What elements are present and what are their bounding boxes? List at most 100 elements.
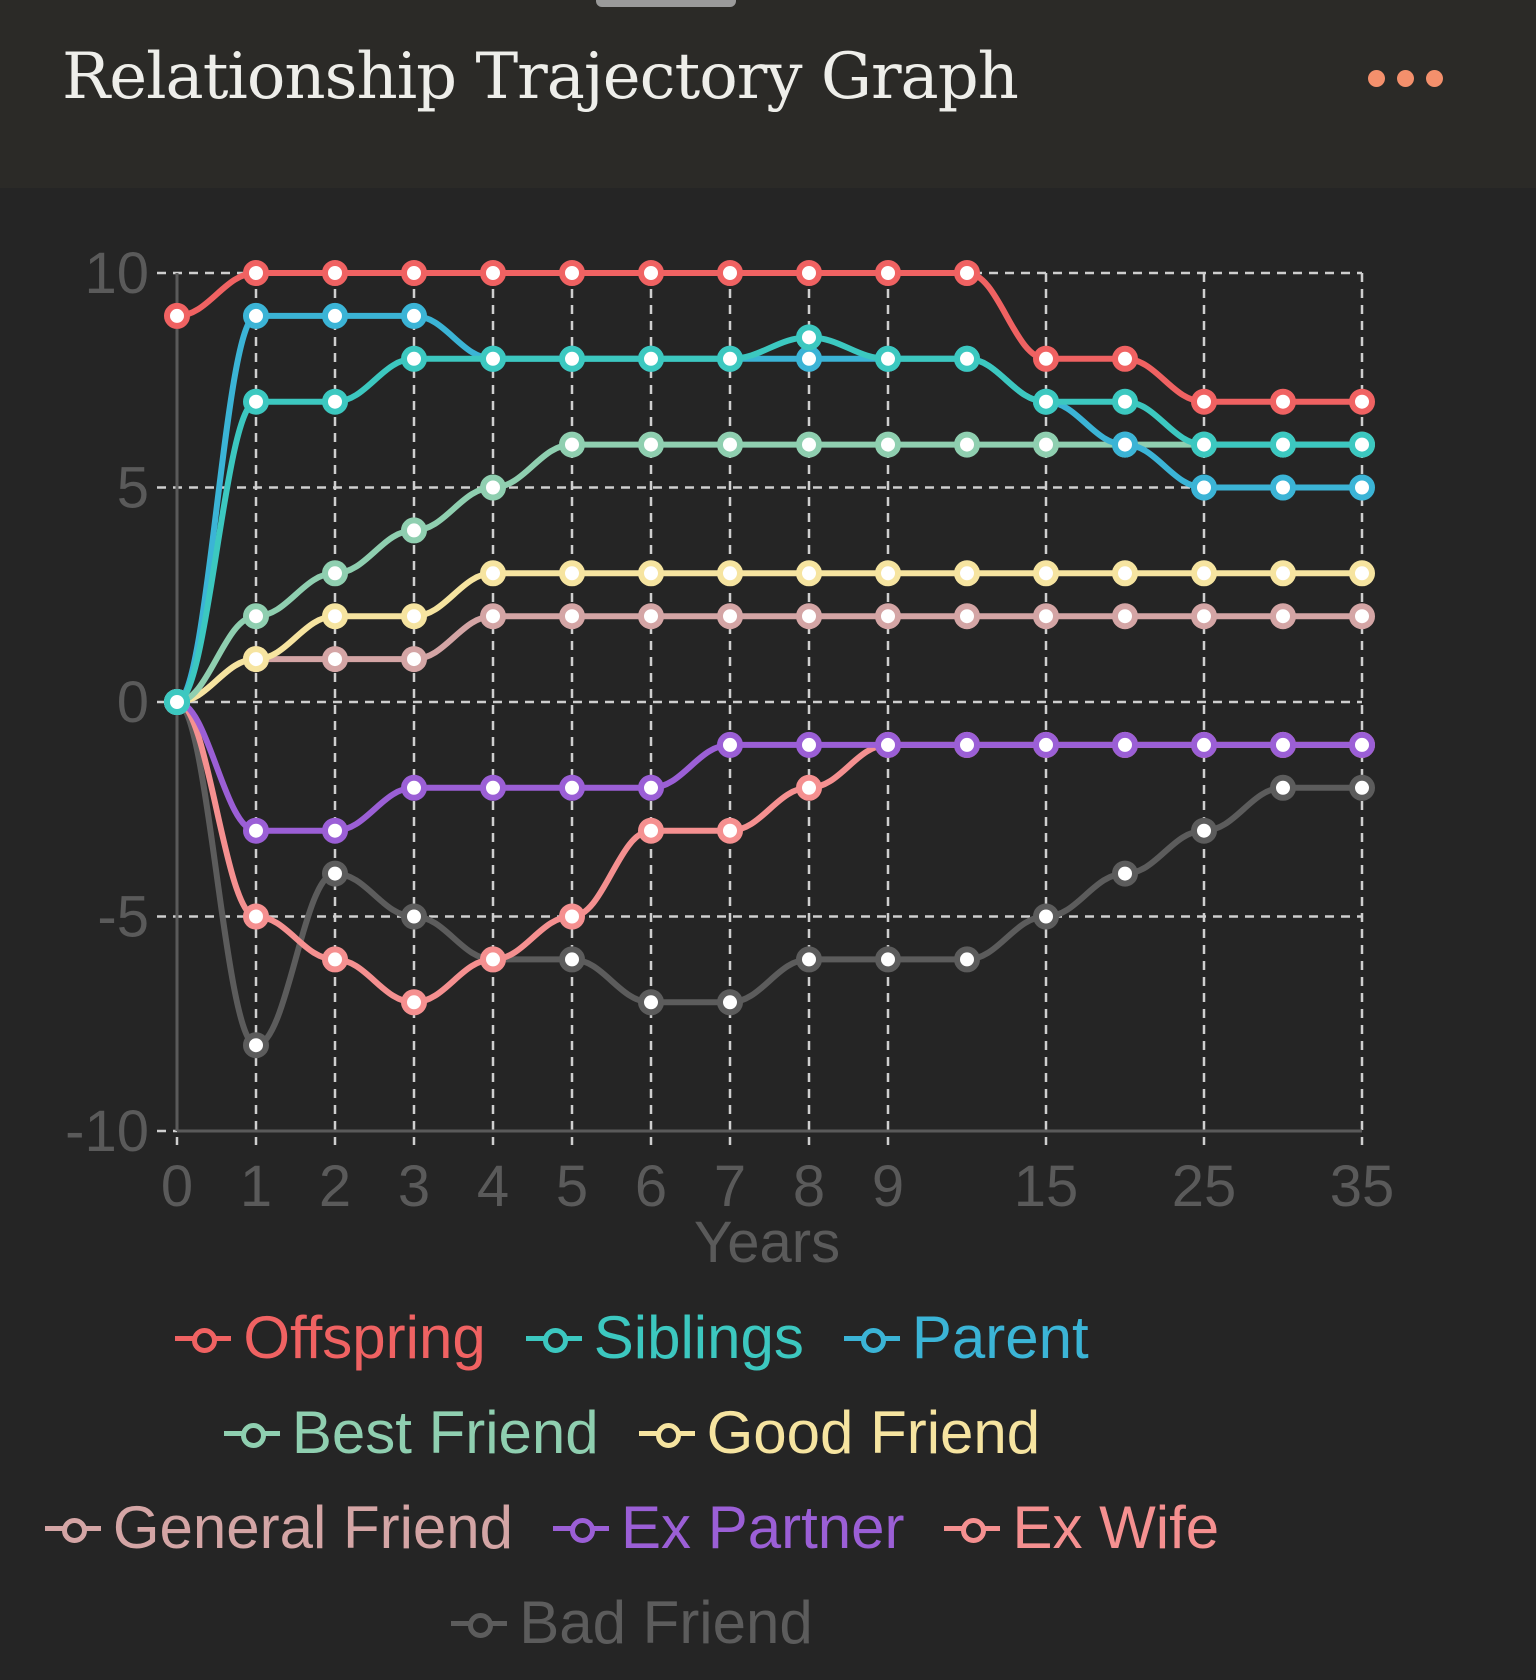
data-point <box>1033 431 1059 458</box>
data-point <box>638 603 664 630</box>
data-point <box>480 603 506 630</box>
series-line-good-friend <box>176 570 1362 705</box>
series-line-offspring <box>176 269 1362 405</box>
data-point <box>1033 903 1059 930</box>
data-point <box>1033 345 1059 372</box>
data-point <box>322 260 348 286</box>
legend-item-offspring[interactable]: Offspring <box>175 1303 486 1372</box>
y-tick-label: -5 <box>97 885 149 950</box>
legend-label: Siblings <box>593 1304 804 1371</box>
legend-label: General Friend <box>112 1494 514 1561</box>
x-tick-label: 7 <box>714 1154 746 1219</box>
line-marker-icon <box>944 1516 1001 1543</box>
data-point <box>1270 388 1296 415</box>
data-point <box>638 431 664 458</box>
data-point <box>322 817 348 844</box>
data-point <box>1349 431 1375 458</box>
data-point <box>322 603 348 630</box>
drag-handle[interactable] <box>596 0 736 7</box>
data-point <box>954 603 980 630</box>
x-tick-label: 5 <box>556 1154 588 1219</box>
data-point <box>1191 560 1217 587</box>
data-point <box>480 474 506 501</box>
legend-item-ex-partner[interactable]: Ex Partner <box>553 1493 904 1562</box>
data-point <box>796 603 822 630</box>
legend-label: Ex Partner <box>621 1494 905 1561</box>
legend-row: Bad Friend <box>0 1575 1264 1670</box>
legend-item-good-friend[interactable]: Good Friend <box>638 1398 1041 1467</box>
data-point <box>559 431 585 458</box>
data-point <box>1112 388 1138 415</box>
data-point <box>1033 603 1059 630</box>
legend-item-siblings[interactable]: Siblings <box>525 1303 804 1372</box>
x-tick-label: 3 <box>398 1154 430 1219</box>
data-point <box>559 603 585 630</box>
data-point <box>1270 474 1296 501</box>
legend-label: Bad Friend <box>519 1589 813 1656</box>
legend-label: Ex Wife <box>1012 1494 1220 1561</box>
legend-item-parent[interactable]: Parent <box>843 1303 1089 1372</box>
x-tick-label: 35 <box>1330 1154 1395 1219</box>
data-point <box>796 431 822 458</box>
line-marker-icon <box>525 1326 582 1353</box>
data-point <box>243 1032 269 1059</box>
data-point <box>717 731 743 758</box>
data-point <box>243 903 269 930</box>
data-point <box>875 731 901 758</box>
data-point <box>796 324 822 351</box>
data-point <box>401 345 427 372</box>
data-point <box>875 603 901 630</box>
data-point <box>243 260 269 286</box>
header: Relationship Trajectory Graph <box>0 0 1536 188</box>
data-point <box>1191 474 1217 501</box>
data-point <box>1349 474 1375 501</box>
x-axis-label: Years <box>694 1210 840 1275</box>
legend-label: Good Friend <box>706 1399 1041 1466</box>
line-marker-icon <box>638 1421 695 1448</box>
data-point <box>1191 603 1217 630</box>
data-point <box>401 260 427 286</box>
data-point <box>559 345 585 372</box>
legend-item-ex-wife[interactable]: Ex Wife <box>944 1493 1219 1562</box>
data-point <box>1349 388 1375 415</box>
legend-item-general-friend[interactable]: General Friend <box>44 1493 514 1562</box>
data-point <box>875 345 901 372</box>
series-line-general-friend <box>176 613 1362 705</box>
data-point <box>1112 345 1138 372</box>
legend-row: Best Friend Good Friend <box>0 1385 1264 1480</box>
data-point <box>559 903 585 930</box>
data-point <box>717 260 743 286</box>
x-tick-label: 4 <box>477 1154 509 1219</box>
x-tick-label: 9 <box>872 1154 904 1219</box>
line-marker-icon <box>843 1326 900 1353</box>
legend-item-best-friend[interactable]: Best Friend <box>223 1398 599 1467</box>
data-point <box>401 517 427 544</box>
data-point <box>796 260 822 286</box>
data-point <box>717 603 743 630</box>
line-marker-icon <box>451 1611 508 1638</box>
data-point <box>480 560 506 587</box>
data-point <box>480 946 506 973</box>
data-point <box>875 560 901 587</box>
data-point <box>954 345 980 372</box>
data-point <box>164 689 190 715</box>
ellipsis-icon <box>1397 70 1414 87</box>
data-point <box>1191 388 1217 415</box>
data-point <box>1112 731 1138 758</box>
series-line-parent <box>175 312 1362 705</box>
more-options-button[interactable] <box>1368 70 1443 87</box>
legend-label: Parent <box>911 1304 1089 1371</box>
line-marker-icon <box>175 1326 232 1353</box>
data-point <box>796 560 822 587</box>
data-point <box>1270 774 1296 801</box>
data-point <box>1270 560 1296 587</box>
data-point <box>954 431 980 458</box>
legend-item-bad-friend[interactable]: Bad Friend <box>451 1588 813 1657</box>
data-point <box>480 774 506 801</box>
data-point <box>717 817 743 844</box>
data-point <box>1112 860 1138 887</box>
series-line-siblings <box>175 334 1362 705</box>
data-point <box>954 946 980 973</box>
data-point <box>243 646 269 673</box>
data-point <box>638 560 664 587</box>
